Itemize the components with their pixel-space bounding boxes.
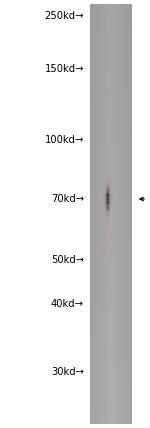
Text: 30kd→: 30kd→ — [51, 367, 84, 377]
Text: WWW.PTGLAB.COM: WWW.PTGLAB.COM — [106, 170, 116, 258]
Text: 40kd→: 40kd→ — [51, 299, 84, 309]
Text: 50kd→: 50kd→ — [51, 255, 84, 265]
Text: 100kd→: 100kd→ — [45, 135, 84, 146]
Text: 250kd→: 250kd→ — [45, 11, 84, 21]
Text: 70kd→: 70kd→ — [51, 194, 84, 204]
Text: 150kd→: 150kd→ — [45, 64, 84, 74]
